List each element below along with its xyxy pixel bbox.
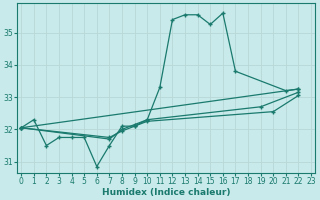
X-axis label: Humidex (Indice chaleur): Humidex (Indice chaleur) xyxy=(102,188,230,197)
